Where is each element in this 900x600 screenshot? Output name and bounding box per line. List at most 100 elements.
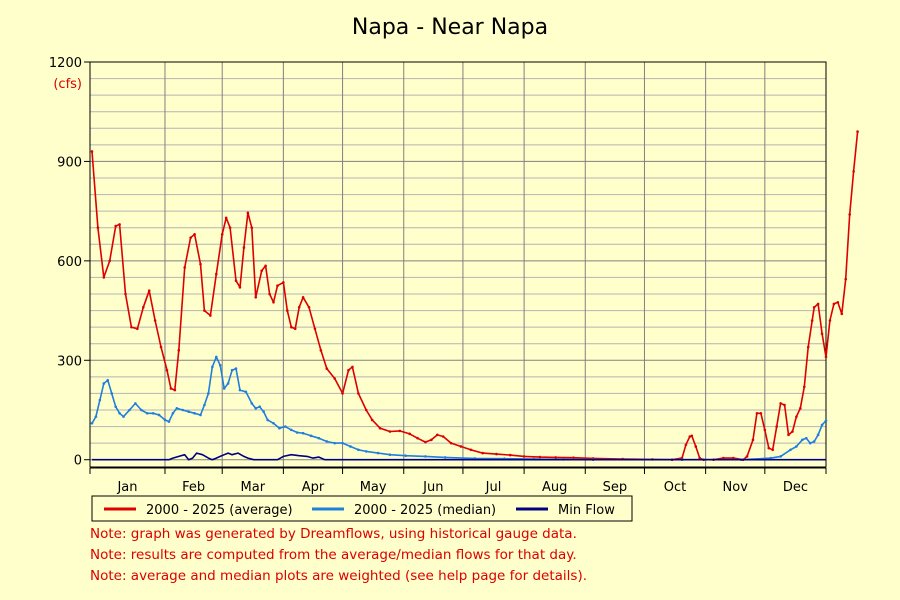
chart-legend: 2000 - 2025 (average) 2000 - 2025 (median… [91,495,633,522]
y-tick-label: 300 [57,354,82,369]
series-2-point [207,392,210,395]
series-2-point [812,440,816,443]
series-1-point [276,284,279,288]
series-1-point [408,432,411,436]
series-2-point [443,456,447,459]
series-1-point [301,296,305,299]
plot-frame [89,61,827,468]
series-2-point [163,418,167,422]
series-2-point [199,413,202,417]
series-1-point [424,440,427,444]
series-2-point [214,355,218,359]
series-2-point [779,455,782,458]
x-month-label: Jun [422,480,443,495]
series-2-point [424,455,427,458]
series-1-point [250,226,254,230]
series-1-point [398,429,402,433]
series-2-point [816,433,820,437]
series-2-point [258,405,261,408]
series-1-point [698,456,702,460]
series-2-point [102,382,106,385]
series-2-point [820,423,824,427]
series-2-point [122,415,125,418]
series-2-point [349,445,352,448]
series-1-point [779,402,782,405]
series-2-point [110,392,114,395]
series-1-point [234,279,238,283]
series-1-point [319,349,323,352]
series-2-point [404,454,408,458]
series-1-point [209,314,212,317]
series-1-point [495,452,498,456]
series-1-point [141,305,145,309]
note-line-3: Note: average and median plots are weigh… [90,568,588,584]
series-2-point [250,402,254,405]
series-2-point [118,412,121,415]
series-2-point [167,420,171,423]
series-1-point [351,365,354,369]
series-1-point [96,226,100,230]
series-2-point [341,441,344,445]
series-1-point [199,262,202,266]
legend-box [91,495,633,522]
series-2-point [203,403,206,407]
x-month-label: Oct [664,480,686,495]
series-1-point [751,438,755,442]
series-1-point [173,388,177,392]
note-line-1: Note: graph was generated by Dreamflows,… [90,526,577,542]
series-1-point [430,438,433,442]
series-2-point [364,450,368,453]
y-unit-label: (cfs) [53,77,82,92]
series-2-point [218,363,222,367]
series-2-point [388,453,392,457]
series-line-1 [91,131,859,461]
y-tick-label: 0 [74,454,82,469]
series-2-point [295,431,299,434]
series-2-point [804,436,808,440]
series-1-point [802,385,806,389]
series-2-point [789,448,792,452]
series-1-point [347,368,350,372]
series-2-point [151,412,155,415]
series-2-point [226,382,230,385]
series-1-point [848,213,851,216]
series-1-point [130,325,133,329]
x-month-label: Sep [603,480,628,495]
series-1-point [254,296,258,299]
series-1-point [459,445,463,448]
series-1-point [102,276,106,279]
series-1-point [242,246,246,249]
series-1-point [124,292,127,296]
series-1-point [341,392,344,395]
x-month-label: Apr [302,480,325,495]
series-1-point [297,305,301,309]
series-1-point [731,456,735,460]
series-2-point [145,412,149,415]
series-1-point [286,309,289,312]
series-1-point [820,332,824,336]
series-2-point [140,408,143,412]
series-2-point [222,387,226,390]
series-2-point [278,426,281,430]
x-month-label: Jan [116,480,137,495]
legend-label: Min Flow [558,503,615,518]
series-1-point [844,277,848,281]
series-2-point [106,378,110,382]
series-1-point [114,224,117,228]
series-2-point [824,419,828,422]
x-month-label: Nov [723,480,749,495]
legend-label: 2000 - 2025 (median) [354,503,496,518]
series-1-point [832,302,836,306]
series-2-point [193,412,196,415]
series-1-point [690,434,694,438]
x-month-label: Aug [542,480,567,495]
series-2-point [376,451,380,455]
series-1-point [364,408,368,412]
series-1-point [694,445,698,448]
series-1-point [220,233,224,236]
series-2-point [808,441,812,445]
series-1-point [289,325,293,329]
series-2-point [333,441,336,445]
series-1-point [169,387,173,390]
